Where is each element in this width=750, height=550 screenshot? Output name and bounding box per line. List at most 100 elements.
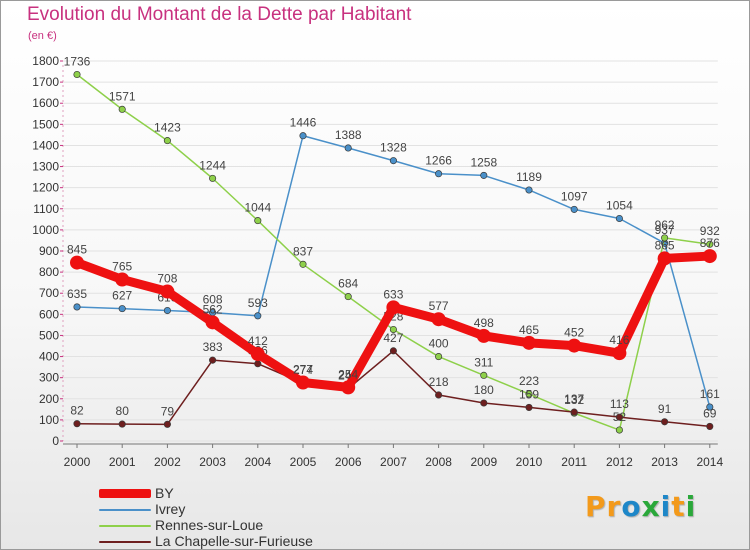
x-tick-label: 2009 xyxy=(470,455,497,469)
y-tick-label: 1400 xyxy=(32,138,59,152)
data-label: 1446 xyxy=(290,116,317,130)
data-point xyxy=(570,205,578,213)
y-tick-label: 1100 xyxy=(33,202,59,216)
x-tick-label: 2008 xyxy=(425,455,452,469)
data-label: 1736 xyxy=(64,55,91,69)
data-point xyxy=(476,328,491,343)
legend-swatch xyxy=(99,509,151,511)
y-tick-label: 800 xyxy=(39,265,59,279)
data-point xyxy=(163,420,171,428)
data-label: 400 xyxy=(429,337,449,351)
data-point xyxy=(341,380,356,395)
data-label: 180 xyxy=(474,383,494,397)
x-tick-label: 2002 xyxy=(154,455,181,469)
data-label: 1189 xyxy=(516,170,542,184)
legend-swatch xyxy=(99,489,151,498)
logo-letter: t xyxy=(671,490,686,523)
data-point xyxy=(567,338,582,353)
data-point xyxy=(389,325,397,334)
data-point xyxy=(209,356,217,364)
data-point xyxy=(254,360,262,368)
data-point xyxy=(115,272,130,287)
data-point xyxy=(299,260,307,268)
data-point xyxy=(163,306,171,315)
data-label: 865 xyxy=(655,238,675,252)
data-point xyxy=(615,214,623,223)
data-point xyxy=(205,315,220,330)
data-point xyxy=(435,170,443,178)
data-point xyxy=(702,249,717,264)
logo-letter: o xyxy=(621,490,642,523)
data-point xyxy=(435,391,443,399)
data-point xyxy=(73,70,81,79)
data-label: 311 xyxy=(474,355,493,369)
legend-swatch xyxy=(99,525,151,527)
y-tick-label: 300 xyxy=(39,371,59,385)
data-point xyxy=(661,418,669,426)
data-point xyxy=(706,422,714,430)
data-label: 633 xyxy=(383,287,403,301)
logo-letter: r xyxy=(606,490,622,523)
data-label: 1328 xyxy=(380,141,407,155)
data-point xyxy=(522,335,536,350)
y-tick-label: 200 xyxy=(39,392,59,406)
data-label: 562 xyxy=(203,302,223,316)
data-label: 932 xyxy=(700,224,720,238)
data-point xyxy=(389,347,397,355)
data-point xyxy=(163,137,171,145)
data-point xyxy=(657,251,672,266)
y-tick-label: 1200 xyxy=(32,181,59,195)
data-point xyxy=(118,420,126,428)
data-point xyxy=(118,305,126,313)
data-point xyxy=(254,312,262,320)
data-point xyxy=(431,312,446,327)
y-tick-label: 0 xyxy=(52,434,59,448)
data-label: 498 xyxy=(474,316,494,330)
data-label: 427 xyxy=(383,331,403,345)
data-label: 1423 xyxy=(154,121,181,135)
data-label: 254 xyxy=(338,367,358,381)
y-tick-label: 600 xyxy=(39,307,59,321)
data-label: 1266 xyxy=(425,154,452,168)
y-tick-label: 1300 xyxy=(32,160,59,174)
logo-letter: i xyxy=(685,490,697,523)
data-point xyxy=(250,347,265,362)
proxiti-logo: Proxiti xyxy=(585,490,696,523)
data-label: 837 xyxy=(293,244,313,258)
data-label: 1097 xyxy=(561,189,588,203)
data-label: 1044 xyxy=(244,201,271,215)
data-point xyxy=(70,255,84,270)
data-label: 113 xyxy=(610,397,629,411)
y-tick-label: 900 xyxy=(39,244,59,258)
data-label: 79 xyxy=(161,404,175,418)
data-label: 937 xyxy=(655,223,675,237)
data-point xyxy=(386,300,401,315)
data-point xyxy=(480,399,488,407)
x-tick-label: 2007 xyxy=(380,455,407,469)
data-label: 465 xyxy=(519,323,539,337)
data-label: 635 xyxy=(67,287,87,301)
data-label: 845 xyxy=(67,243,87,257)
data-label: 577 xyxy=(429,299,449,313)
data-point xyxy=(615,413,623,421)
data-point xyxy=(160,284,175,299)
x-tick-label: 2010 xyxy=(516,455,543,469)
x-tick-label: 2013 xyxy=(651,455,678,469)
chart-title: Evolution du Montant de la Dette par Hab… xyxy=(27,4,412,25)
data-label: 218 xyxy=(429,375,449,389)
data-label: 383 xyxy=(203,340,223,354)
legend-swatch xyxy=(99,541,151,543)
data-label: 1054 xyxy=(606,198,633,212)
x-tick-label: 2004 xyxy=(244,455,271,469)
y-tick-label: 1500 xyxy=(32,117,59,131)
data-point xyxy=(480,371,488,379)
y-tick-label: 100 xyxy=(39,413,59,427)
y-tick-label: 1000 xyxy=(32,223,59,237)
data-point xyxy=(389,157,397,165)
y-tick-label: 1600 xyxy=(32,96,59,110)
data-point xyxy=(615,426,623,434)
x-tick-label: 2005 xyxy=(290,455,317,469)
data-label: 80 xyxy=(116,404,130,418)
